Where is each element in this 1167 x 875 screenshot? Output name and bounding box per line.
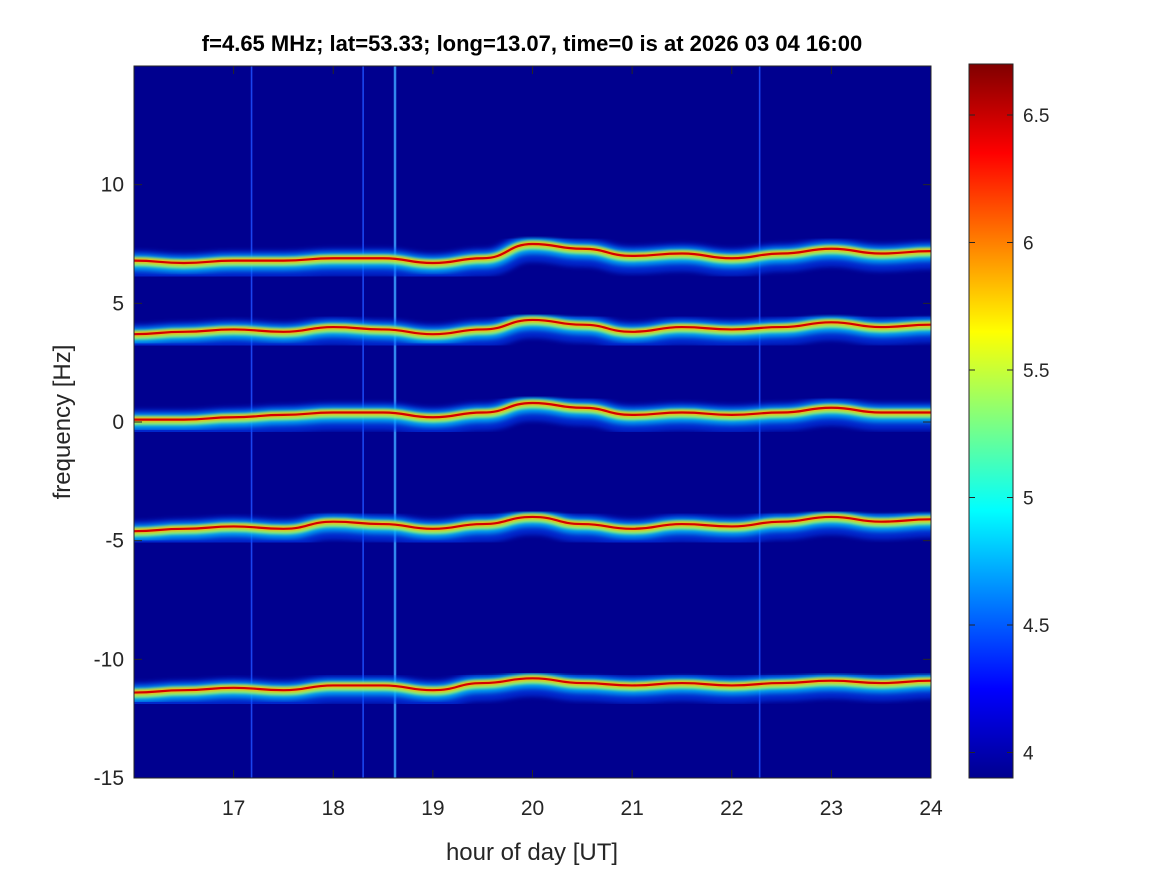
y-tick-label: -10 (94, 648, 124, 671)
colorbar-ticks: 4 4.5 5 5.5 6 6.5 (969, 106, 1049, 765)
x-tick-label: 17 (222, 797, 245, 820)
colorbar-tick-label: 4 (1023, 744, 1034, 765)
y-axis-label: frequency [Hz] (49, 345, 76, 500)
y-tick-label: 10 (101, 174, 124, 197)
x-tick-label: 21 (620, 797, 643, 820)
plot-content (134, 66, 931, 778)
x-tick-label: 19 (421, 797, 444, 820)
doppler-trace (134, 233, 931, 281)
colorbar (968, 63, 1014, 779)
x-tick-label: 22 (720, 797, 743, 820)
y-axis-ticks: -15 -10 -5 0 5 10 (94, 174, 931, 790)
y-tick-label: -15 (94, 767, 124, 790)
colorbar-tick-label: 6 (1023, 234, 1034, 255)
doppler-trace (134, 309, 931, 353)
x-tick-label: 20 (521, 797, 544, 820)
x-tick-label: 24 (919, 797, 943, 820)
colorbar-tick-label: 6.5 (1023, 106, 1049, 127)
colorbar-tick-label: 4.5 (1023, 616, 1049, 637)
x-tick-label: 23 (820, 797, 843, 820)
x-axis-label: hour of day [UT] (446, 839, 618, 866)
y-tick-label: -5 (105, 530, 124, 553)
y-tick-label: 0 (112, 411, 124, 434)
colorbar-tick-label: 5.5 (1023, 361, 1049, 382)
x-tick-label: 18 (322, 797, 345, 820)
colorbar-tick-label: 5 (1023, 489, 1034, 510)
chart-title: f=4.65 MHz; lat=53.33; long=13.07, time=… (202, 31, 862, 56)
y-tick-label: 5 (112, 292, 124, 315)
doppler-trace (134, 506, 931, 550)
doppler-trace (134, 668, 931, 711)
doppler-trace (134, 393, 931, 438)
x-axis-ticks: 17 18 19 20 21 22 23 24 (222, 66, 943, 820)
